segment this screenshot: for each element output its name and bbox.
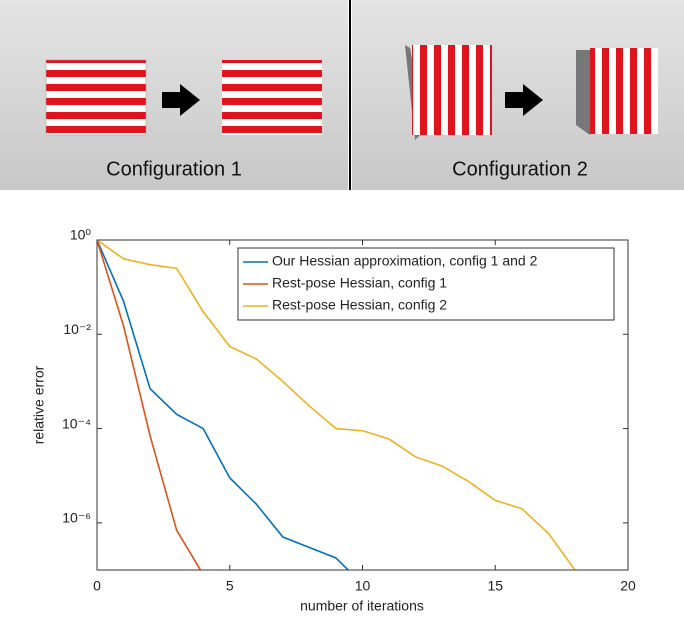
- x-tick-label: 5: [226, 578, 234, 594]
- legend-box: [237, 247, 615, 321]
- x-axis-label: number of iterations: [300, 598, 424, 614]
- y-tick-label: 10⁻⁶: [62, 510, 91, 526]
- panel-caption: Configuration 2: [452, 158, 588, 180]
- y-tick-label: 10⁻⁴: [62, 415, 91, 431]
- render-panel: Configuration 1: [0, 0, 348, 190]
- x-tick-label: 20: [620, 578, 636, 594]
- y-tick-label: 10⁰: [70, 227, 92, 243]
- legend-label: Rest-pose Hessian, config 1: [272, 275, 447, 291]
- y-axis-label: relative error: [31, 365, 47, 444]
- x-tick-label: 0: [93, 578, 101, 594]
- x-tick-label: 10: [355, 578, 371, 594]
- render-panel: Configuration 2: [352, 0, 684, 190]
- series-line: [97, 240, 202, 570]
- y-tick-label: 10⁻²: [63, 321, 91, 337]
- axes-box: [96, 239, 629, 571]
- legend-label: Our Hessian approximation, config 1 and …: [272, 253, 538, 269]
- plot-lines: [97, 240, 576, 570]
- series-line: [97, 240, 576, 570]
- series-line: [97, 240, 350, 570]
- legend-label: Rest-pose Hessian, config 2: [272, 297, 447, 313]
- panel-caption: Configuration 1: [106, 158, 242, 180]
- x-tick-label: 15: [487, 578, 503, 594]
